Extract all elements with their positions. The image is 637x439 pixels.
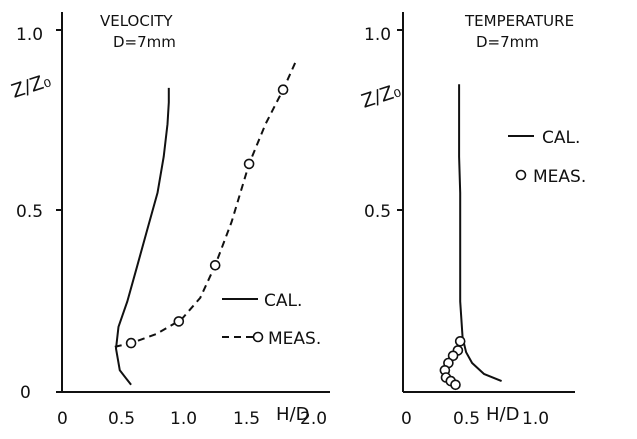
velocity-subtitle: D=7mm [113, 33, 176, 51]
velocity-x-tick-label: 0.5 [108, 409, 135, 429]
temperature-title: TEMPERATURE [464, 12, 574, 30]
velocity-y-tick-label: 1.0 [16, 25, 43, 45]
velocity-plot-area [114, 58, 298, 386]
velocity-legend-meas-marker [252, 331, 264, 343]
temperature-y-axis-label: Z/Z₀ [359, 79, 404, 112]
velocity-x-tick-label: 0 [57, 409, 68, 429]
velocity-meas-point [125, 337, 137, 349]
temperature-y-tick-label: 1.0 [364, 25, 391, 45]
velocity-cal-line [115, 87, 170, 386]
velocity-y-axis-label: Z/Z₀ [9, 69, 54, 102]
temperature-cal-line [458, 84, 502, 383]
temperature-meas-point [454, 335, 466, 347]
velocity-meas-point [277, 84, 289, 95]
temperature-x-tick-label: 0.5 [453, 409, 480, 429]
temperature-meas-point [447, 350, 459, 362]
temperature-legend-meas-marker [515, 169, 527, 181]
temperature-x-tick-label: 1.0 [522, 409, 549, 429]
velocity-y-tick-label: 0 [20, 383, 31, 403]
temperature-plot-area [439, 84, 502, 391]
velocity-x-tick-label: 1.0 [170, 409, 197, 429]
velocity-x-axis-label: H/D [276, 404, 309, 425]
velocity-x-tick-label: 2.0 [300, 409, 327, 429]
velocity-meas-point [173, 316, 185, 327]
temperature-legend-cal-label: CAL. [542, 128, 580, 148]
velocity-legend-cal-label: CAL. [264, 291, 302, 311]
velocity-title: VELOCITY [100, 12, 173, 30]
temperature-x-axis-label: H/D [486, 404, 519, 425]
velocity-legend-meas-label: MEAS. [268, 329, 321, 349]
velocity-meas-point [209, 259, 221, 271]
temperature-y-tick-label: 0.5 [364, 202, 391, 222]
velocity-y-tick-label: 0.5 [16, 202, 43, 222]
temperature-panel: TEMPERATURE D=7mm Z/Z₀ H/D 0.5 1.0 0 0.5… [359, 12, 586, 429]
temperature-subtitle: D=7mm [476, 33, 539, 51]
temperature-x-tick-label: 0 [401, 409, 412, 429]
velocity-x-tick-label: 1.5 [233, 409, 260, 429]
velocity-meas-point [243, 158, 255, 170]
temperature-meas-point [450, 379, 461, 391]
temperature-legend-meas-label: MEAS. [533, 167, 586, 187]
velocity-panel: VELOCITY D=7mm Z/Z₀ H/D 0 0.5 1.0 0 0.5 … [9, 12, 330, 429]
